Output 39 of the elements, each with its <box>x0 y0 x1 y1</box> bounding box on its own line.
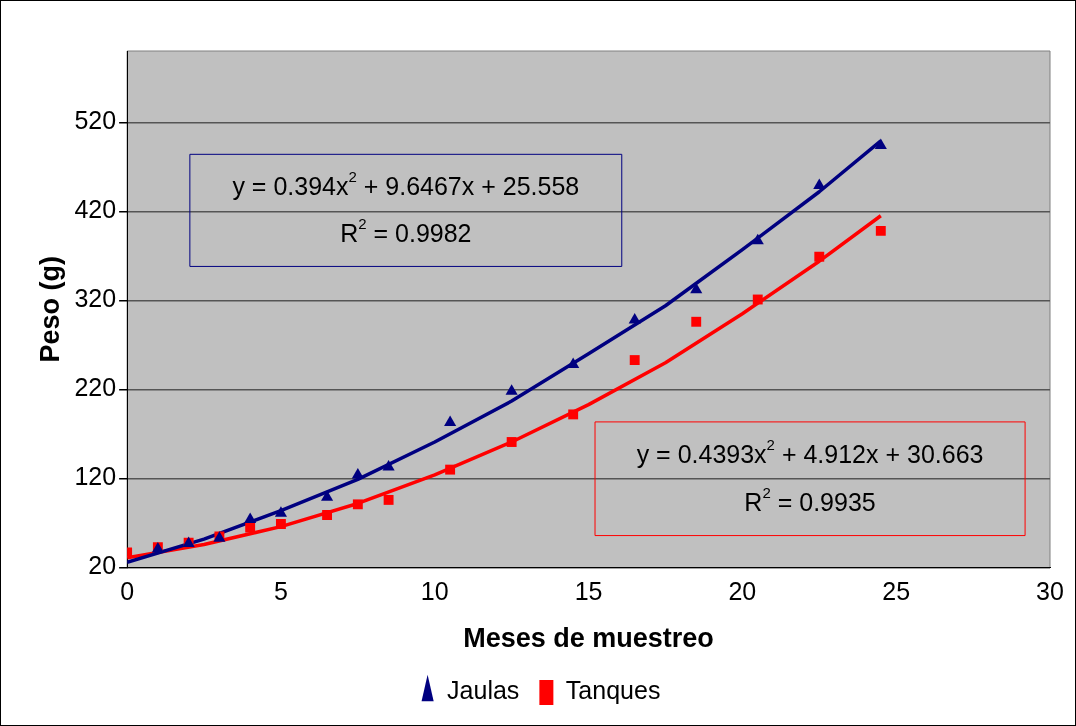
point <box>383 494 394 505</box>
x-tick-label: 20 <box>728 577 757 606</box>
legend-label: Tanques <box>565 676 661 705</box>
point <box>874 138 887 149</box>
y-tick-label: 120 <box>74 462 117 491</box>
point <box>568 409 579 420</box>
point <box>751 233 764 245</box>
y-tick-label: 420 <box>74 195 117 224</box>
y-tick-label: 320 <box>74 284 117 313</box>
point <box>752 294 763 305</box>
point <box>352 499 363 510</box>
point <box>506 437 517 447</box>
point <box>875 225 886 236</box>
x-tick-label: 5 <box>273 577 288 606</box>
x-tick-label: 0 <box>120 577 135 606</box>
point <box>814 251 825 262</box>
point <box>505 384 518 395</box>
x-tick-label: 15 <box>574 577 603 606</box>
point <box>691 316 702 327</box>
y-tick-label: 220 <box>74 373 117 402</box>
legend-label: Jaulas <box>447 676 520 705</box>
point <box>628 312 641 324</box>
point <box>274 506 287 517</box>
y-axis-title: Peso (g) <box>34 256 65 363</box>
point <box>382 459 395 471</box>
x-tick-label: 25 <box>882 577 911 606</box>
x-axis-title: Meses de muestreo <box>463 623 714 654</box>
y-tick-label: 20 <box>88 551 117 580</box>
x-tick-label: 30 <box>1036 577 1064 606</box>
point <box>444 415 457 426</box>
point <box>245 522 256 533</box>
point <box>275 519 286 529</box>
point <box>351 467 364 479</box>
point <box>445 464 456 475</box>
y-tick-label: 520 <box>74 106 117 135</box>
point <box>244 512 257 523</box>
point <box>629 355 640 366</box>
x-tick-label: 10 <box>420 577 449 606</box>
point <box>322 510 333 520</box>
